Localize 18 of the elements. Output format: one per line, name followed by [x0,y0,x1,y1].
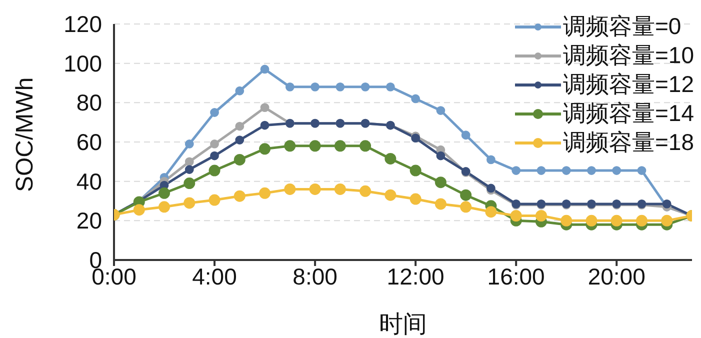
y-tick-label: 60 [76,129,102,156]
legend-label: 调频容量=10 [562,41,694,70]
y-tick-label: 20 [76,208,102,234]
x-tick-label: 20:00 [588,263,646,290]
y-tick-label: 80 [76,90,102,116]
legend-label: 调频容量=14 [562,99,694,128]
y-tick-label: 100 [64,50,102,76]
x-tick-label: 16:00 [487,263,545,290]
x-tick-label: 4:00 [192,263,237,290]
y-tick-label: 120 [64,11,102,38]
legend-label: 调频容量=0 [562,12,682,41]
y-axis-title: SOC/MWh [12,77,39,192]
x-tick-label: 8:00 [292,263,338,290]
legend-label: 调频容量=12 [562,70,694,99]
x-tick-label: 12:00 [386,263,444,290]
legend-label: 调频容量=18 [562,128,694,157]
x-axis-title: 时间 [379,312,427,338]
y-tick-label: 40 [76,168,102,194]
